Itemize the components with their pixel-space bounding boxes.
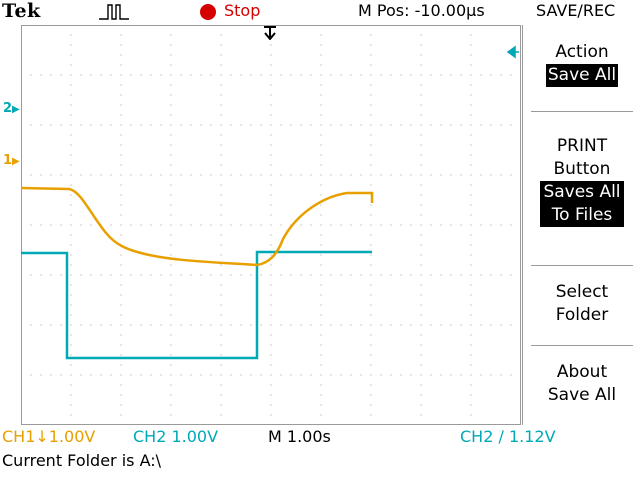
action-value: Save All <box>545 64 619 87</box>
print-label-line1: PRINT <box>556 136 608 156</box>
menu-title: SAVE/REC <box>536 1 616 20</box>
about-line1: About <box>556 362 608 382</box>
print-label-line2: Button <box>553 159 611 179</box>
trigger-position-marker-icon <box>264 26 276 40</box>
ch2-marker: 2▶ <box>3 101 20 116</box>
ch1-scale-readout: CH1↓1.00V <box>2 427 96 446</box>
ch2-marker-label: 2 <box>3 101 13 116</box>
about-softkey[interactable]: About Save All <box>523 361 640 407</box>
current-folder-status: Current Folder is A:\ <box>2 451 162 470</box>
trigger-pulse-icon <box>99 4 129 20</box>
ch1-waveform <box>21 186 374 267</box>
action-softkey[interactable]: Action Save All <box>523 41 640 87</box>
print-value: Saves All To Files <box>540 181 624 227</box>
menu-divider <box>531 265 633 266</box>
channel-marker-arrow-icon: ▶ <box>12 104 20 115</box>
acquisition-state: Stop <box>224 1 261 20</box>
timebase-readout: M 1.00s <box>268 427 331 446</box>
select-folder-line1: Select <box>555 282 609 302</box>
print-value-line1: Saves All <box>543 182 621 202</box>
ch1-marker-label: 1 <box>3 153 13 168</box>
select-folder-softkey[interactable]: Select Folder <box>523 281 640 327</box>
about-line2: Save All <box>547 385 617 405</box>
brand-logo: Tek <box>2 0 41 22</box>
select-folder-line2: Folder <box>555 305 609 325</box>
trigger-readout: CH2 ∕ 1.12V <box>460 427 556 446</box>
stop-indicator-icon <box>200 4 216 20</box>
softkey-menu: Action Save All PRINT Button Saves All T… <box>522 25 640 425</box>
menu-divider <box>531 111 633 112</box>
ch2-scale-readout: CH2 1.00V <box>133 427 219 446</box>
waveform-display <box>21 25 521 425</box>
trigger-level-arrow-icon <box>506 45 519 59</box>
print-button-softkey[interactable]: PRINT Button Saves All To Files <box>523 135 640 227</box>
graticule-grid <box>21 25 521 425</box>
horizontal-position-readout: M Pos: -10.00µs <box>358 1 485 20</box>
action-label: Action <box>555 42 609 62</box>
ch1-marker: 1▶ <box>3 153 20 168</box>
menu-divider <box>531 345 633 346</box>
print-value-line2: To Files <box>551 205 613 225</box>
channel-marker-arrow-icon: ▶ <box>12 156 20 167</box>
